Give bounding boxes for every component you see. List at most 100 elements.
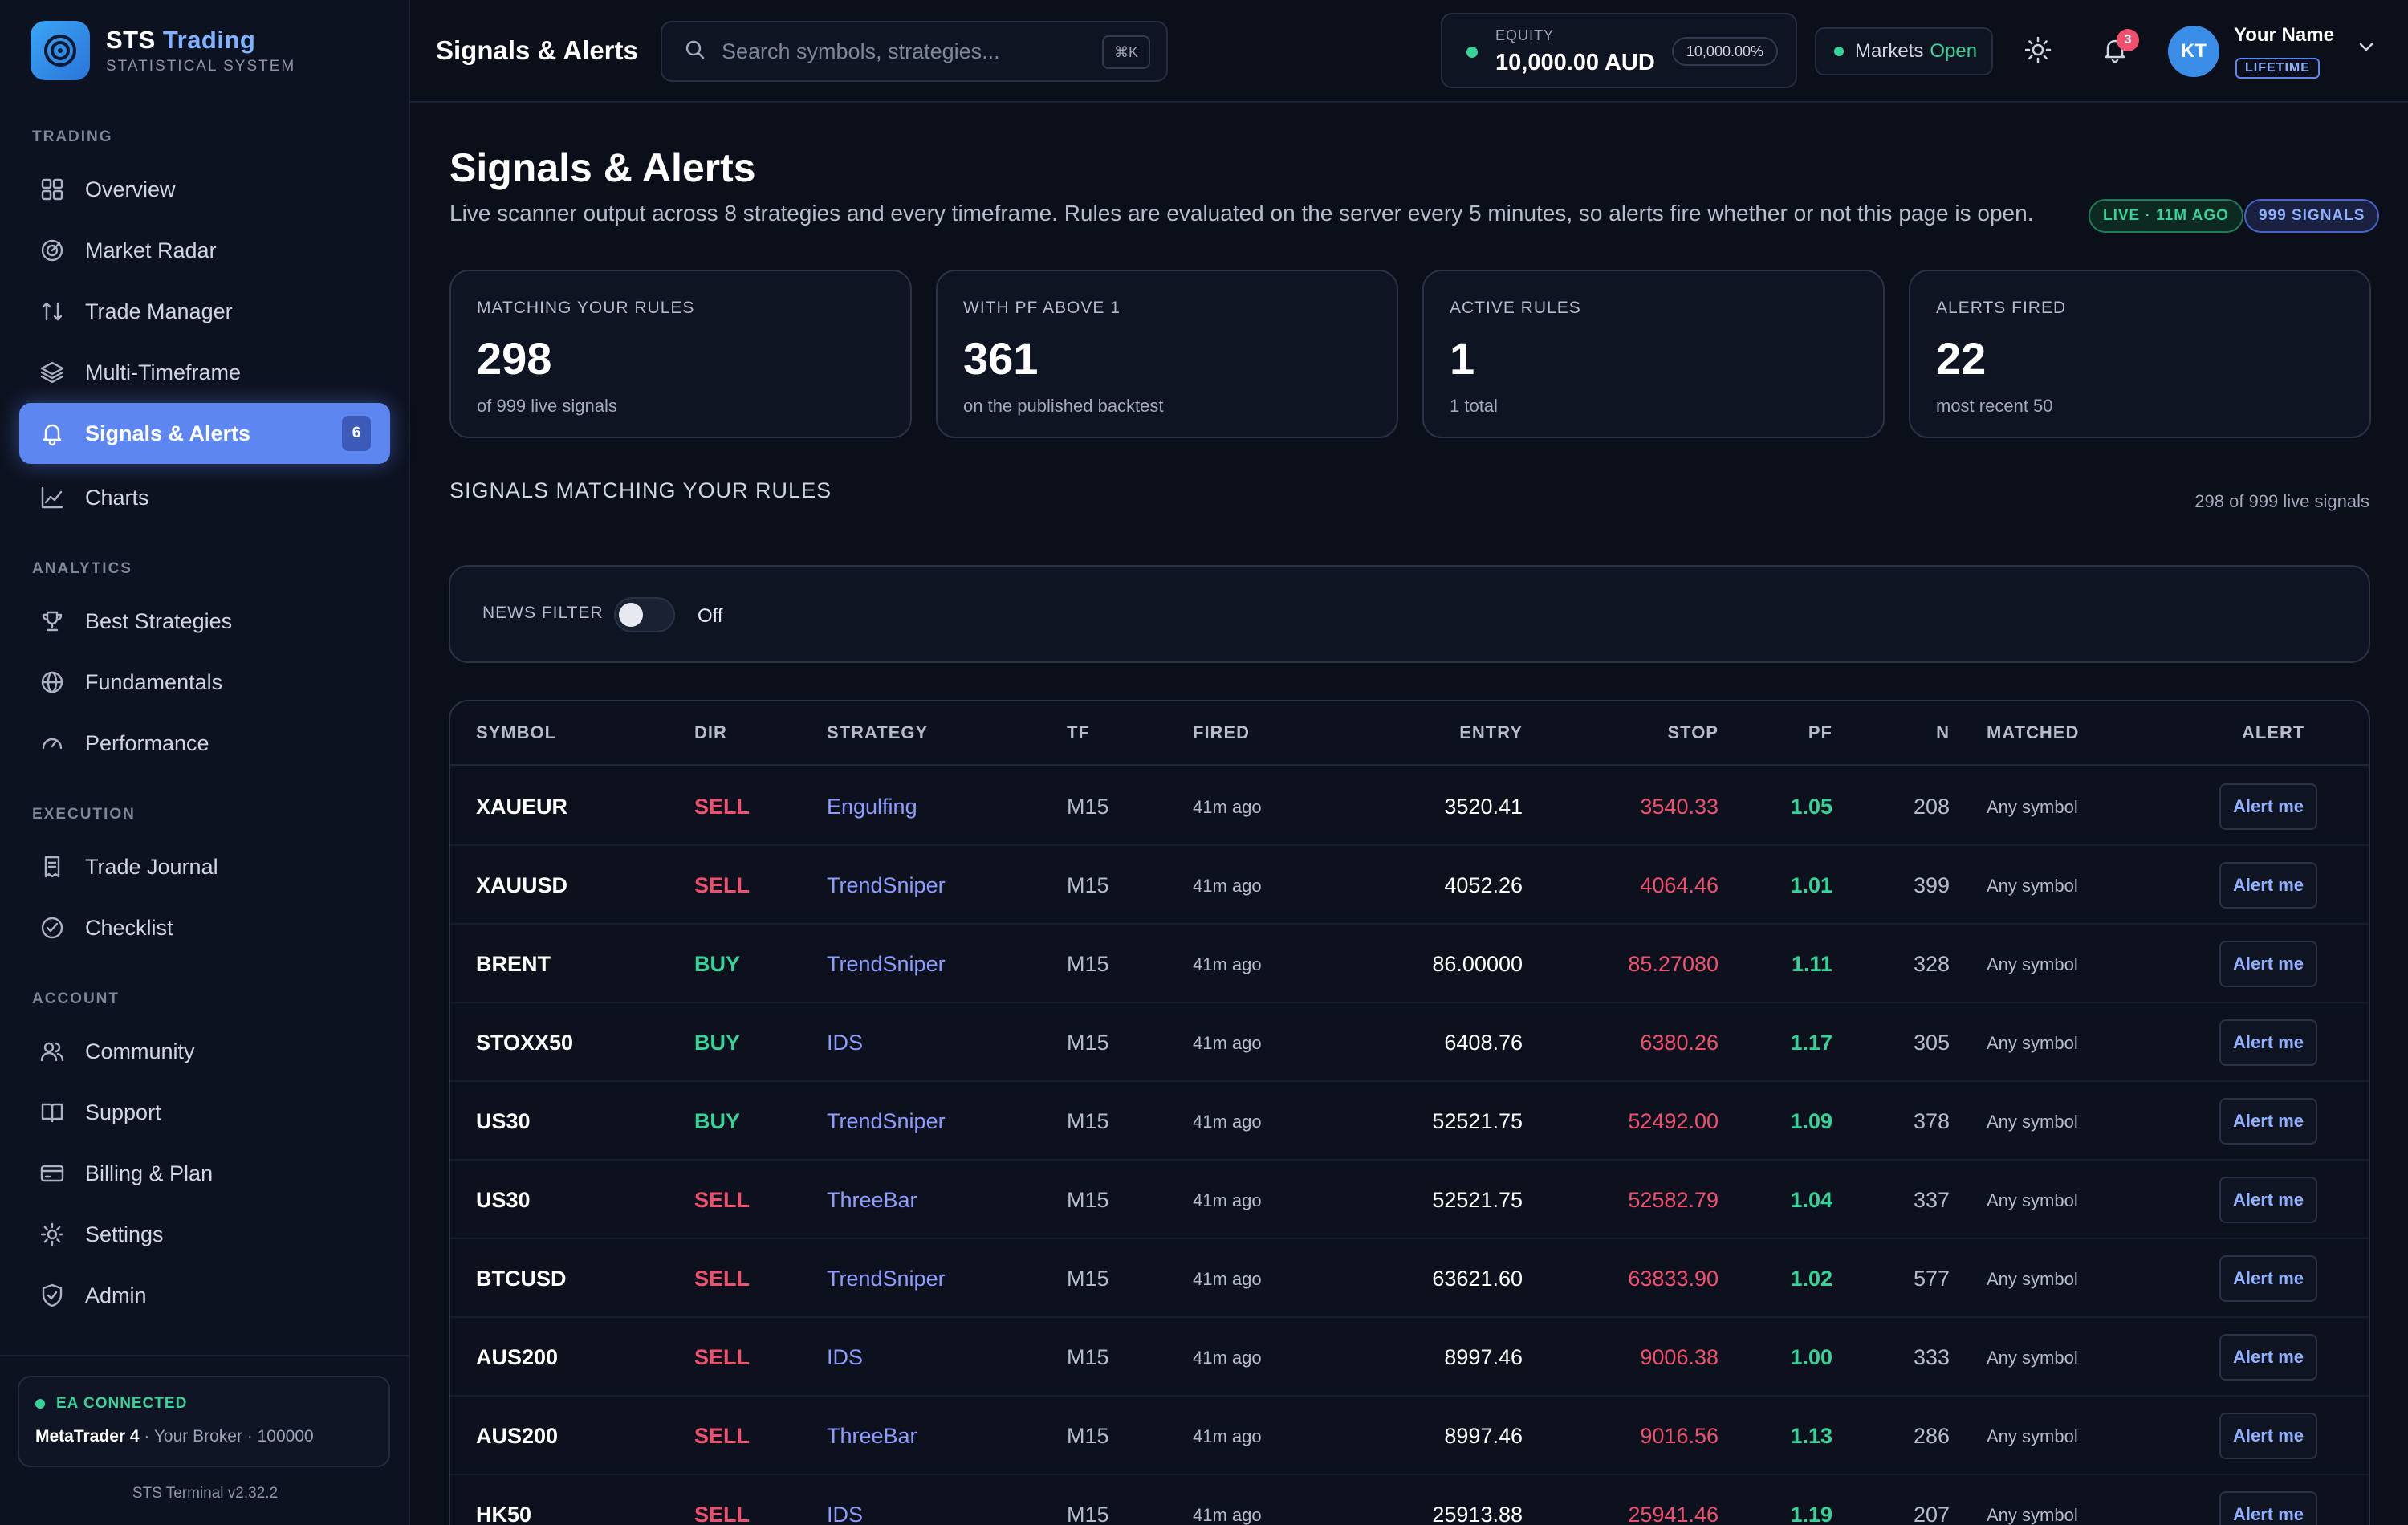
search-input[interactable]	[722, 39, 1099, 64]
sidebar-item-overview[interactable]: Overview	[19, 159, 390, 220]
signals-count-badge: 999 SIGNALS	[2244, 199, 2380, 233]
equity-widget[interactable]: EQUITY 10,000.00 AUD 10,000.00%	[1441, 13, 1797, 88]
topbar-title: Signals & Alerts	[436, 35, 638, 65]
direction-cell: SELL	[694, 795, 750, 819]
strategy-link[interactable]: TrendSniper	[827, 873, 946, 897]
theme-toggle-button[interactable]	[2015, 29, 2060, 74]
equity-value: 10,000.00 AUD	[1495, 50, 1655, 75]
sidebar-item-trade-journal[interactable]: Trade Journal	[19, 836, 390, 897]
chevron-down-icon[interactable]	[2356, 37, 2377, 62]
fired-cell: 41m ago	[1193, 797, 1262, 817]
search-box[interactable]: ⌘K	[661, 21, 1168, 82]
stat-subtext: of 999 live signals	[477, 396, 617, 416]
trophy-icon	[39, 608, 66, 635]
alert-me-button[interactable]: Alert me	[2219, 1098, 2317, 1145]
equity-percent-badge: 10,000.00%	[1671, 37, 1778, 66]
sidebar-item-community[interactable]: Community	[19, 1021, 390, 1082]
fired-cell: 41m ago	[1193, 1348, 1262, 1368]
sidebar-item-admin[interactable]: Admin	[19, 1265, 390, 1326]
strategy-link[interactable]: IDS	[827, 1503, 864, 1525]
alert-me-button[interactable]: Alert me	[2219, 862, 2317, 909]
alert-me-button[interactable]: Alert me	[2219, 1491, 2317, 1525]
direction-cell: SELL	[694, 1267, 750, 1291]
fired-cell: 41m ago	[1193, 1033, 1262, 1053]
strategy-link[interactable]: TrendSniper	[827, 952, 946, 976]
nav-count-badge: 6	[342, 416, 371, 451]
sidebar-item-trade-manager[interactable]: Trade Manager	[19, 281, 390, 342]
sidebar-item-support[interactable]: Support	[19, 1082, 390, 1143]
strategy-link[interactable]: IDS	[827, 1345, 864, 1369]
table-row[interactable]: BTCUSD SELL TrendSniper M15 41m ago 63621.60 6…	[450, 1239, 2369, 1318]
fired-cell: 41m ago	[1193, 1269, 1262, 1289]
strategy-link[interactable]: TrendSniper	[827, 1267, 946, 1291]
col-fired[interactable]: FIRED	[1193, 722, 1250, 742]
col-symbol[interactable]: SYMBOL	[476, 722, 557, 742]
table-row[interactable]: XAUEUR SELL Engulfing M15 41m ago 3520.41 3540…	[450, 767, 2369, 846]
table-row[interactable]: STOXX50 BUY IDS M15 41m ago 6408.76 6380.26 1.1…	[450, 1003, 2369, 1082]
timeframe-cell: M15	[1067, 1424, 1109, 1448]
news-filter-state: Off	[698, 605, 723, 627]
col-strategy[interactable]: STRATEGY	[827, 722, 929, 742]
user-name[interactable]: Your Name	[2234, 24, 2334, 46]
col-tf[interactable]: TF	[1067, 722, 1090, 742]
sidebar-item-charts[interactable]: Charts	[19, 467, 390, 528]
direction-cell: SELL	[694, 1424, 750, 1448]
entry-cell: 25913.88	[1432, 1503, 1523, 1525]
table-row[interactable]: BRENT BUY TrendSniper M15 41m ago 86.00000 85.…	[450, 925, 2369, 1003]
col-matched[interactable]: MATCHED	[1987, 722, 2080, 742]
sidebar-item-fundamentals[interactable]: Fundamentals	[19, 652, 390, 713]
table-row[interactable]: XAUUSD SELL TrendSniper M15 41m ago 4052.26 40…	[450, 846, 2369, 925]
alert-me-button[interactable]: Alert me	[2219, 941, 2317, 987]
table-row[interactable]: HK50 SELL IDS M15 41m ago 25913.88 25941.46 1.1…	[450, 1475, 2369, 1525]
app-version: STS Terminal v2.32.2	[132, 1485, 279, 1502]
strategy-link[interactable]: Engulfing	[827, 795, 917, 819]
timeframe-cell: M15	[1067, 1109, 1109, 1133]
alert-me-button[interactable]: Alert me	[2219, 1255, 2317, 1302]
notifications-button[interactable]: 3	[2093, 29, 2139, 74]
alert-me-button[interactable]: Alert me	[2219, 1177, 2317, 1223]
sidebar-item-best-strategies[interactable]: Best Strategies	[19, 591, 390, 652]
strategy-link[interactable]: ThreeBar	[827, 1424, 917, 1448]
alert-me-button[interactable]: Alert me	[2219, 1413, 2317, 1459]
col-stop[interactable]: STOP	[1667, 722, 1719, 742]
timeframe-cell: M15	[1067, 795, 1109, 819]
table-row[interactable]: US30 SELL ThreeBar M15 41m ago 52521.75 52582.…	[450, 1161, 2369, 1239]
avatar[interactable]: KT	[2168, 26, 2219, 77]
entry-cell: 6408.76	[1444, 1031, 1523, 1055]
alert-me-button[interactable]: Alert me	[2219, 1019, 2317, 1066]
sidebar-item-billing-plan[interactable]: Billing & Plan	[19, 1143, 390, 1204]
fired-cell: 41m ago	[1193, 876, 1262, 896]
sidebar-item-multi-timeframe[interactable]: Multi-Timeframe	[19, 342, 390, 403]
sidebar-item-settings[interactable]: Settings	[19, 1204, 390, 1265]
radar-icon	[39, 237, 66, 264]
table-row[interactable]: AUS200 SELL ThreeBar M15 41m ago 8997.46 9016.…	[450, 1397, 2369, 1475]
news-filter-toggle[interactable]	[614, 597, 675, 632]
sidebar-item-checklist[interactable]: Checklist	[19, 897, 390, 958]
col-entry[interactable]: ENTRY	[1459, 722, 1523, 742]
table-row[interactable]: AUS200 SELL IDS M15 41m ago 8997.46 9006.38 1.0…	[450, 1318, 2369, 1397]
strategy-link[interactable]: TrendSniper	[827, 1109, 946, 1133]
col-dir[interactable]: DIR	[694, 722, 727, 742]
strategy-link[interactable]: ThreeBar	[827, 1188, 917, 1212]
table-row[interactable]: US30 BUY TrendSniper M15 41m ago 52521.75 5249…	[450, 1082, 2369, 1161]
col-pf[interactable]: PF	[1808, 722, 1832, 742]
entry-cell: 52521.75	[1432, 1109, 1523, 1133]
direction-cell: BUY	[694, 1109, 741, 1133]
sidebar-item-market-radar[interactable]: Market Radar	[19, 220, 390, 281]
stat-card: MATCHING YOUR RULES 298 of 999 live sign…	[449, 270, 912, 438]
col-n[interactable]: N	[1936, 722, 1950, 742]
fired-cell: 41m ago	[1193, 1505, 1262, 1525]
shield-icon	[39, 1282, 66, 1309]
sidebar-item-label: Market Radar	[85, 238, 217, 262]
alert-me-button[interactable]: Alert me	[2219, 783, 2317, 830]
sidebar-item-performance[interactable]: Performance	[19, 713, 390, 774]
bell-icon	[39, 420, 66, 447]
market-status[interactable]: Markets Open	[1815, 27, 1993, 75]
brand[interactable]: STS Trading STATISTICAL SYSTEM	[31, 21, 295, 80]
sidebar-item-signals-alerts[interactable]: Signals & Alerts 6	[19, 403, 390, 464]
sidebar-item-label: Best Strategies	[85, 608, 233, 633]
alert-me-button[interactable]: Alert me	[2219, 1334, 2317, 1381]
strategy-link[interactable]: IDS	[827, 1031, 864, 1055]
stat-subtext: 1 total	[1450, 396, 1498, 416]
search-icon	[685, 39, 706, 64]
